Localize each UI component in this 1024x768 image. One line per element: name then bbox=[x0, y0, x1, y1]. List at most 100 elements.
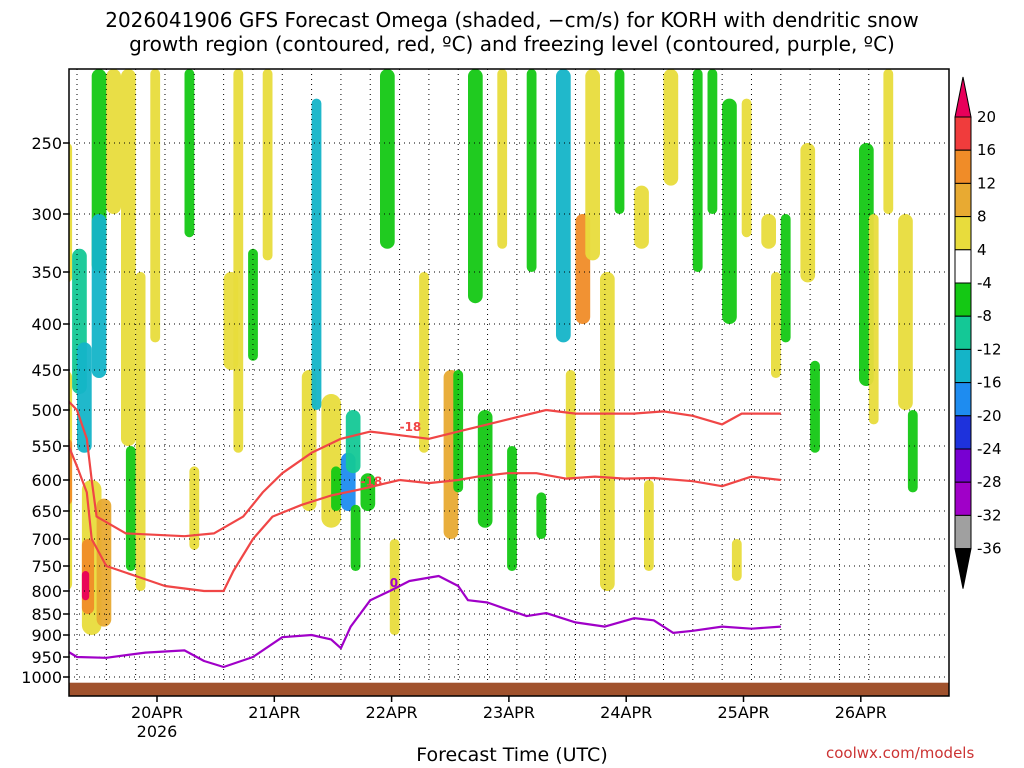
omega-cell bbox=[707, 69, 718, 214]
colorbar-tick-label: -12 bbox=[977, 340, 1002, 358]
omega-cell bbox=[121, 69, 136, 446]
omega-cell bbox=[360, 473, 376, 511]
colorbar-tick-label: 8 bbox=[977, 208, 987, 226]
omega-cell bbox=[741, 98, 752, 238]
omega-cell bbox=[135, 272, 146, 591]
colorbar-tick-label: -32 bbox=[977, 506, 1002, 524]
colorbar-tick-label: 16 bbox=[977, 141, 996, 159]
colorbar-swatch bbox=[954, 182, 972, 218]
contour-label: -18 bbox=[361, 474, 383, 488]
y-tick-label: 500 bbox=[31, 401, 62, 420]
omega-cell bbox=[282, 69, 297, 304]
omega-cell bbox=[507, 446, 517, 571]
omega-cell bbox=[585, 69, 600, 261]
omega-cell bbox=[634, 185, 649, 249]
colorbar-tick-label: 12 bbox=[977, 174, 996, 192]
colorbar: 20 16 12 8 4 -4 -8 -12 -16 -20 -24 -28 -32 -36 bbox=[954, 76, 1002, 589]
colorbar-tick-label: -4 bbox=[977, 274, 992, 292]
omega-cell bbox=[233, 69, 244, 453]
omega-cell bbox=[380, 69, 395, 249]
omega-cell bbox=[345, 410, 361, 474]
colorbar-tick-label: -8 bbox=[977, 307, 992, 325]
omega-cell bbox=[262, 69, 273, 261]
contour-line bbox=[69, 400, 781, 538]
colorbar-swatch bbox=[954, 348, 972, 384]
credit-link[interactable]: coolwx.com/models bbox=[826, 744, 975, 762]
colorbar-tick-label: -20 bbox=[977, 407, 1002, 425]
colorbar-tick-label: -28 bbox=[977, 473, 1002, 491]
y-axis: 250 300 350 400 450 500 550 600 650 700 750 800 850 9… bbox=[21, 134, 69, 687]
omega-cell bbox=[497, 69, 508, 249]
y-tick-label: 900 bbox=[31, 626, 62, 645]
y-tick-label: 950 bbox=[31, 648, 62, 667]
y-tick-label: 450 bbox=[31, 361, 62, 380]
x-axis-label: Forecast Time (UTC) bbox=[416, 744, 608, 766]
omega-cell bbox=[419, 272, 429, 453]
y-tick-label: 400 bbox=[31, 315, 62, 334]
contour-label: -18 bbox=[400, 420, 422, 434]
x-tick-label: 23APR bbox=[483, 703, 535, 722]
grid-lines bbox=[69, 69, 949, 696]
colorbar-bottom-arrow bbox=[954, 548, 972, 589]
omega-cell bbox=[722, 98, 737, 324]
omega-cell bbox=[644, 480, 654, 571]
colorbar-swatch bbox=[954, 382, 972, 417]
colorbar-swatch bbox=[954, 116, 972, 151]
omega-cell bbox=[150, 69, 161, 343]
y-tick-label: 1000 bbox=[21, 668, 62, 687]
omega-shading bbox=[0, 69, 918, 635]
x-tick-label: 25APR bbox=[717, 703, 769, 722]
omega-cell bbox=[69, 439, 73, 505]
colorbar-swatch bbox=[954, 216, 972, 251]
omega-cell bbox=[125, 446, 136, 571]
x-tick-sublabel: 2026 bbox=[137, 722, 178, 741]
chart-title: 2026041906 GFS Forecast Omega (shaded, −… bbox=[105, 8, 919, 56]
colorbar-tick-label: -36 bbox=[977, 540, 1002, 558]
omega-cell bbox=[331, 466, 341, 511]
y-tick-label: 700 bbox=[31, 530, 62, 549]
omega-cell bbox=[780, 214, 791, 343]
y-tick-label: 250 bbox=[31, 134, 62, 153]
omega-cell bbox=[565, 370, 576, 480]
omega-cell bbox=[907, 410, 918, 493]
colorbar-swatch bbox=[954, 514, 972, 550]
omega-cell bbox=[184, 69, 195, 238]
colorbar-tick-label: 20 bbox=[977, 108, 996, 126]
colorbar-swatch bbox=[954, 282, 972, 317]
omega-cell bbox=[761, 214, 776, 249]
ground-surface bbox=[69, 682, 949, 696]
omega-cell bbox=[468, 69, 483, 304]
x-tick-label: 20APR bbox=[131, 703, 183, 722]
omega-cell bbox=[800, 143, 816, 283]
colorbar-top-arrow bbox=[954, 76, 972, 118]
omega-cell bbox=[614, 69, 625, 214]
omega-cell bbox=[14, 99, 24, 272]
omega-cell bbox=[311, 98, 322, 410]
colorbar-tick-label: -24 bbox=[977, 440, 1002, 458]
omega-cell bbox=[663, 69, 679, 186]
omega-cell bbox=[350, 504, 361, 571]
omega-cell bbox=[898, 214, 913, 410]
omega-cell bbox=[526, 69, 537, 272]
colorbar-swatch bbox=[954, 481, 972, 516]
omega-cell bbox=[389, 539, 400, 635]
y-tick-label: 350 bbox=[31, 263, 62, 282]
omega-cell bbox=[536, 492, 547, 539]
y-tick-label: 600 bbox=[31, 471, 62, 490]
omega-cell bbox=[81, 571, 90, 601]
omega-cell bbox=[868, 214, 879, 425]
omega-cell bbox=[810, 360, 820, 453]
y-tick-label: 850 bbox=[31, 605, 62, 624]
contour-line bbox=[69, 574, 781, 669]
contour-label: 0 bbox=[390, 576, 398, 590]
x-tick-label: 22APR bbox=[366, 703, 418, 722]
omega-cell bbox=[883, 69, 894, 214]
colorbar-swatch bbox=[954, 149, 972, 184]
y-tick-label: 650 bbox=[31, 502, 62, 521]
omega-cell bbox=[0, 69, 11, 342]
omega-cell bbox=[106, 69, 121, 214]
omega-cell bbox=[4, 143, 14, 480]
y-tick-label: 800 bbox=[31, 582, 62, 601]
